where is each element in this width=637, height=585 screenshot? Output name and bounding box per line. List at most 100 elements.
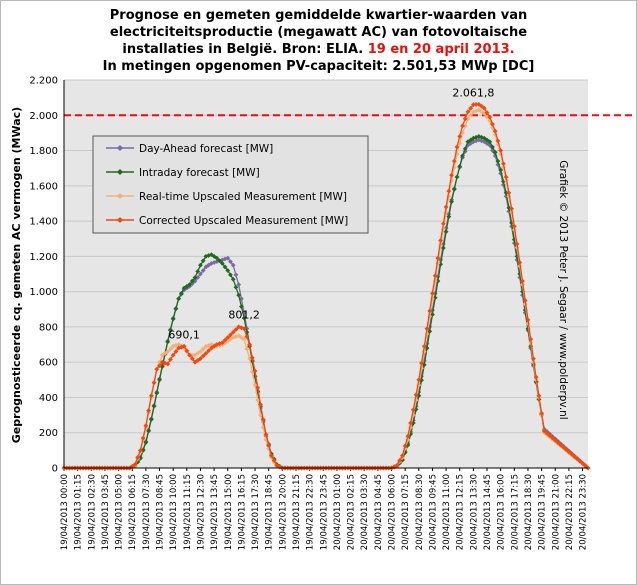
data-point <box>580 460 585 466</box>
data-point <box>238 304 244 310</box>
data-point <box>236 292 242 298</box>
data-point <box>219 261 225 266</box>
data-point <box>168 346 173 352</box>
x-tick-label: 19/04/2013 21:15 <box>292 474 302 550</box>
data-point <box>424 326 430 332</box>
x-tick-label: 19/04/2013 08:45 <box>156 474 166 550</box>
data-point <box>157 377 162 383</box>
data-point <box>203 253 209 259</box>
data-point <box>222 337 228 343</box>
y-tick-label: 1.000 <box>29 287 58 298</box>
data-point <box>151 380 157 385</box>
data-point <box>462 123 468 129</box>
data-point <box>198 262 203 268</box>
x-tick-label: 19/04/2013 07:30 <box>142 474 152 550</box>
data-point <box>498 148 504 153</box>
data-point <box>525 326 531 332</box>
data-point <box>468 105 474 111</box>
data-point <box>159 359 165 365</box>
data-point <box>419 365 424 371</box>
chart-title-line-4: In metingen opgenomen PV-capaciteit: 2.5… <box>102 59 535 74</box>
data-point <box>522 298 528 303</box>
x-tick-label: 20/04/2013 17:15 <box>510 474 520 550</box>
x-tick-label: 19/04/2013 12:30 <box>196 474 206 550</box>
data-point <box>233 272 239 278</box>
data-point <box>173 349 179 354</box>
data-point <box>457 164 463 169</box>
data-point <box>230 335 236 340</box>
x-tick-label: 20/04/2013 14:45 <box>483 474 493 550</box>
data-point <box>269 453 274 459</box>
data-point <box>138 447 143 453</box>
data-point <box>225 268 231 273</box>
data-point <box>525 317 531 323</box>
data-point <box>514 241 520 247</box>
data-point <box>438 243 444 249</box>
data-point <box>252 382 258 388</box>
x-axis-ticks: 19/04/2013 00:00 19/04/2013 01:15 19/04/20… <box>60 468 589 550</box>
data-point <box>468 112 474 118</box>
data-point <box>170 352 176 358</box>
data-point <box>173 306 179 312</box>
x-tick-label: 20/04/2013 01:00 <box>333 474 343 550</box>
data-point <box>479 103 484 109</box>
data-point <box>451 158 457 164</box>
data-point <box>178 291 184 296</box>
y-tick-label: 1.600 <box>29 181 58 192</box>
data-point <box>479 134 484 140</box>
data-point <box>219 340 225 346</box>
x-tick-label: 19/04/2013 13:45 <box>210 474 220 550</box>
data-point <box>198 271 203 277</box>
data-point <box>558 442 564 448</box>
data-point <box>528 336 534 342</box>
data-point <box>533 374 539 380</box>
data-point <box>503 190 509 196</box>
data-point <box>184 283 190 289</box>
data-point <box>462 116 468 122</box>
data-point <box>506 190 512 196</box>
x-tick-label: 20/04/2013 03:30 <box>360 474 370 550</box>
data-point <box>255 385 261 391</box>
y-tick-label: 200 <box>39 428 58 439</box>
data-point <box>479 138 484 144</box>
data-point <box>140 435 146 441</box>
x-tick-label: 19/04/2013 23:45 <box>319 474 329 550</box>
data-point <box>170 316 176 322</box>
data-point <box>217 341 222 347</box>
data-point <box>189 356 195 362</box>
data-point <box>561 444 566 450</box>
data-point <box>143 440 149 445</box>
data-point <box>225 255 231 261</box>
data-point <box>487 118 493 123</box>
data-point <box>435 278 441 284</box>
data-point <box>574 456 580 462</box>
data-point <box>178 344 184 350</box>
data-point <box>460 153 465 159</box>
data-point <box>200 346 206 352</box>
x-tick-label: 19/04/2013 10:00 <box>169 474 179 550</box>
chart-title-line-1: Prognose en gemeten gemiddelde kwartier-… <box>109 8 528 23</box>
data-point <box>509 206 514 212</box>
y-axis-ticks: 0 200 400 600 800 1.000 1.200 1.400 1.600 1.800 2.… <box>29 76 58 475</box>
data-point <box>449 199 454 205</box>
data-point <box>454 151 460 157</box>
data-point <box>195 275 201 280</box>
x-tick-label: 19/04/2013 00:00 <box>60 474 70 550</box>
data-point <box>274 462 280 468</box>
x-tick-label: 20/04/2013 04:45 <box>374 474 384 550</box>
data-point <box>552 437 558 443</box>
data-point <box>511 223 517 229</box>
data-point <box>498 151 504 157</box>
data-point <box>247 342 252 347</box>
data-point <box>222 256 228 262</box>
title-dates: 19 en 20 april 2013. <box>367 42 515 57</box>
data-point <box>566 449 572 455</box>
data-point <box>198 349 203 354</box>
x-tick-label: 19/04/2013 06:15 <box>128 474 138 550</box>
data-point <box>446 188 452 194</box>
x-tick-label: 19/04/2013 15:00 <box>224 474 234 550</box>
data-point <box>430 296 435 302</box>
data-point <box>547 433 553 438</box>
data-point <box>241 336 247 342</box>
